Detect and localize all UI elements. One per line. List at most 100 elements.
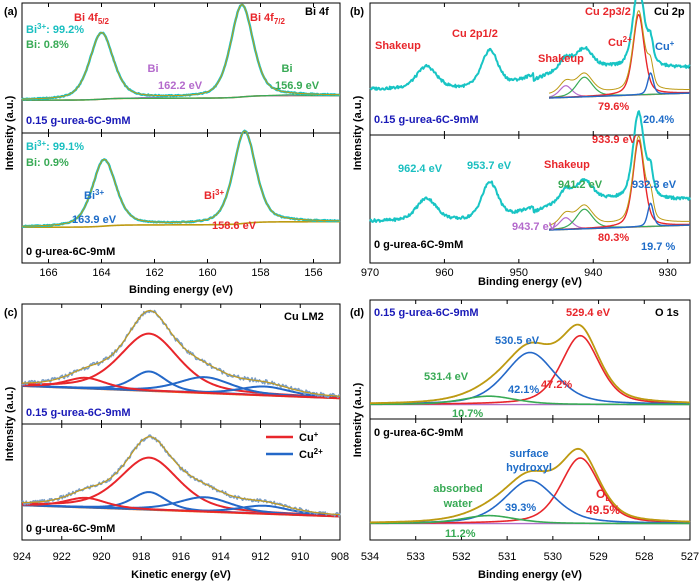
cu2-ratio-top: 79.6%	[598, 101, 629, 113]
sample-label-a-top: 0.15 g-urea-6C-9mM	[26, 115, 131, 127]
o-hydroxyl-energy: 530.5 eV	[495, 335, 540, 347]
panel-a-xlabel: Binding energy (eV)	[129, 284, 233, 296]
data-curve	[21, 309, 341, 399]
x-tick-label: 156	[304, 267, 322, 279]
panel-d-curves	[369, 323, 691, 525]
x-tick-label: 160	[198, 267, 216, 279]
bi3-label-2: Bi3+	[204, 188, 224, 202]
cu1-component	[21, 496, 341, 518]
cu1-component	[549, 72, 691, 99]
x-tick-label: 166	[39, 267, 57, 279]
component-curve	[22, 94, 340, 101]
shakeup-label-2: Shakeup	[538, 53, 584, 65]
o-water-energy: 531.4 eV	[424, 371, 469, 383]
cu1-label: Cu+	[655, 39, 675, 53]
panel-a-title: Bi 4f	[305, 6, 329, 18]
ol-label: OL	[596, 487, 610, 503]
x-tick-label: 912	[251, 551, 269, 563]
sample-label-b-bottom: 0 g-urea-6C-9mM	[374, 239, 463, 251]
bi3-energy-1: 163.9 eV	[72, 214, 117, 226]
legend-label-cu2: Cu2+	[299, 447, 323, 461]
panel-a-ticks: 166 164 162 160 158 156	[39, 3, 323, 279]
cu1-component	[21, 376, 341, 400]
panel-c-label: (c)	[4, 307, 18, 319]
o-water-ratio-top: 10.7%	[452, 408, 483, 420]
fit-curve	[548, 10, 691, 94]
fit-curve	[21, 436, 341, 516]
panel-d-label: (d)	[350, 307, 364, 319]
panel-a: 166 164 162 160 158 156 (a) Bi 4f Binding ene…	[4, 2, 341, 296]
panel-b-ticks: 970 960 950 940 930	[361, 3, 677, 279]
panel-b-ylabel: Intensity (a.u.)	[352, 95, 364, 170]
cu2-ratio-bottom: 80.3%	[598, 232, 629, 244]
energy-953: 953.7 eV	[467, 160, 512, 172]
energy-943: 943.7 eV	[512, 221, 557, 233]
panel-b-curves	[369, 0, 691, 231]
panel-a-label: (a)	[4, 6, 18, 18]
x-tick-label: 960	[435, 267, 453, 279]
x-tick-label: 908	[331, 551, 349, 563]
peak-label-bi4f72: Bi 4f7/2	[250, 12, 286, 26]
panel-c-ylabel: Intensity (a.u.)	[4, 386, 16, 461]
x-tick-label: 531	[498, 551, 516, 563]
o-water-ratio-bottom: 11.2%	[445, 528, 476, 540]
fit-curve	[369, 323, 691, 405]
bi-metal-energy-2: 156.9 eV	[275, 80, 320, 92]
data-curve	[369, 110, 691, 223]
bi-metal-energy-1: 162.2 eV	[158, 80, 203, 92]
legend-c: Cu+ Cu2+	[266, 430, 323, 461]
panel-d-ylabel: Intensity (a.u.)	[352, 382, 364, 457]
panel-d-xlabel: Binding energy (eV)	[478, 569, 582, 581]
panel-d-title: O 1s	[655, 307, 679, 319]
data-curve	[21, 434, 341, 518]
panel-c-title: Cu LM2	[284, 311, 324, 323]
fit-curve	[548, 135, 690, 226]
o-lattice-ratio-top: 47.2%	[541, 379, 572, 391]
x-tick-label: 527	[681, 551, 699, 563]
x-tick-label: 970	[361, 267, 379, 279]
ratio-bi-bottom: Bi: 0.9%	[26, 157, 69, 169]
x-tick-label: 529	[589, 551, 607, 563]
fit-curve	[21, 130, 341, 227]
bi3-energy-2: 158.6 eV	[212, 220, 257, 232]
sample-label-d-bottom: 0 g-urea-6C-9mM	[374, 427, 463, 439]
sample-label-c-top: 0.15 g-urea-6C-9mM	[26, 407, 131, 419]
panel-d: 534 533 532 531 530 529 528 527 (d) O 1s Bindin…	[350, 299, 699, 581]
o-lattice-energy: 529.4 eV	[566, 307, 611, 319]
x-tick-label: 530	[544, 551, 562, 563]
cu1-ratio-top: 20.4%	[643, 114, 674, 126]
x-tick-label: 922	[53, 551, 71, 563]
x-tick-label: 950	[510, 267, 528, 279]
sample-label-a-bottom: 0 g-urea-6C-9mM	[26, 246, 115, 258]
x-tick-label: 918	[132, 551, 150, 563]
water-component	[370, 395, 690, 406]
panel-c-ticks: 924 922 920 918 916 914 912 910 908	[13, 304, 349, 563]
bi3-label-1: Bi3+	[84, 188, 104, 202]
bi-metal-label-2: Bi	[282, 63, 293, 75]
panel-a-curves	[21, 3, 341, 229]
ratio-bi3-top: Bi3+: 99.2%	[26, 22, 84, 36]
x-tick-label: 924	[13, 551, 31, 563]
ratio-bi3-bottom: Bi3+: 99.1%	[26, 139, 84, 153]
x-tick-label: 930	[658, 267, 676, 279]
legend-label-cu1: Cu+	[299, 430, 319, 444]
peak-label-bi4f52: Bi 4f5/2	[74, 12, 110, 26]
x-tick-label: 164	[92, 267, 110, 279]
sample-label-b-top: 0.15 g-urea-6C-9mM	[374, 114, 479, 126]
cu2p32-label: Cu 2p3/2	[585, 6, 631, 18]
fit-curve	[21, 310, 341, 397]
cu2p12-label: Cu 2p1/2	[452, 28, 498, 40]
o-lattice-ratio-bottom: 49.5%	[586, 503, 620, 517]
x-tick-label: 533	[407, 551, 425, 563]
energy-932: 932.3 eV	[632, 179, 677, 191]
panel-b: 970 960 950 940 930 (b) Cu 2p Binding energy…	[350, 0, 691, 288]
shakeup-label-3: Shakeup	[544, 159, 590, 171]
water-label-2: water	[443, 498, 473, 510]
bi-metal-label-1: Bi	[148, 63, 159, 75]
x-tick-label: 910	[291, 551, 309, 563]
energy-962: 962.4 eV	[398, 163, 443, 175]
panel-b-xlabel: Binding energy (eV)	[478, 276, 582, 288]
o-hydroxyl-ratio-bottom: 39.3%	[505, 502, 536, 514]
energy-933: 933.9 eV	[592, 134, 637, 146]
x-tick-label: 528	[635, 551, 653, 563]
